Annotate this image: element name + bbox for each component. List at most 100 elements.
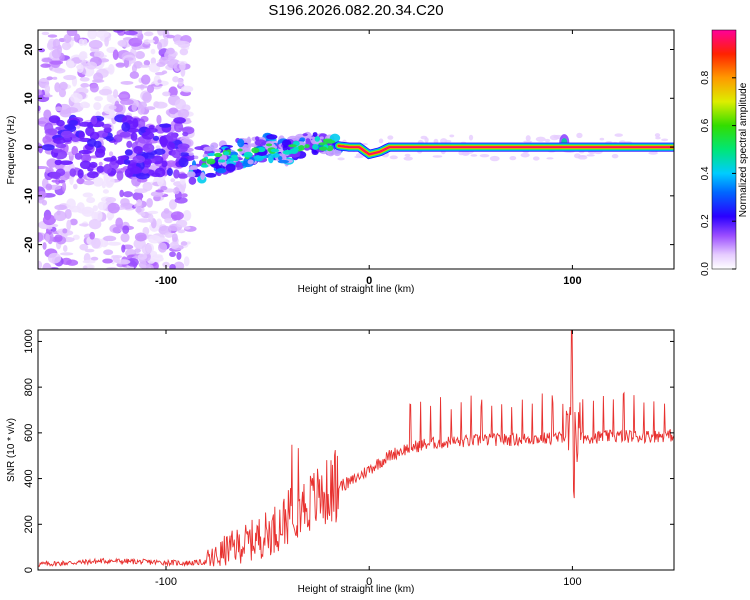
signal-blob — [78, 149, 92, 155]
noise-blob — [165, 34, 175, 39]
signal-blob — [299, 137, 306, 143]
noise-blob — [52, 76, 58, 80]
noise-blob — [145, 106, 156, 111]
noise-blob — [58, 88, 67, 98]
signal-blob — [212, 148, 222, 153]
spectrogram-xlabel: Height of straight line (km) — [298, 284, 415, 295]
snr-ytick-label: 1000 — [23, 329, 35, 353]
signal-blob — [52, 148, 63, 153]
signal-blob — [159, 123, 172, 128]
noise-blob — [103, 249, 114, 256]
noise-blob — [123, 30, 138, 36]
noise-blob — [101, 114, 115, 119]
noise-blob — [95, 30, 109, 39]
noise-blob — [142, 226, 150, 236]
noise-blob — [145, 264, 154, 269]
signal-blob — [312, 132, 318, 138]
signal-blob — [237, 138, 245, 148]
noise-blob — [157, 242, 168, 253]
signal-blob — [173, 117, 186, 124]
spectrogram-ytick-label: 10 — [23, 92, 35, 104]
noise-blob — [82, 192, 94, 198]
signal-blob — [87, 138, 97, 147]
colorbar-label: Normalized spectral amplitude — [738, 82, 749, 217]
signal-blob — [166, 167, 173, 177]
noise-blob — [134, 248, 141, 254]
noise-blob — [148, 213, 154, 223]
noise-blob — [150, 48, 156, 55]
snr-ytick-label: 200 — [23, 515, 35, 533]
signal-blob — [254, 139, 267, 147]
noise-blob — [85, 61, 98, 70]
halo-blob — [432, 155, 443, 158]
noise-blob — [131, 102, 137, 112]
spectrogram-frame — [37, 29, 675, 270]
signal-blob — [166, 132, 178, 142]
noise-blob — [44, 84, 51, 94]
signal-blob — [56, 119, 65, 127]
noise-blob — [148, 234, 161, 244]
halo-blob — [509, 155, 517, 161]
noise-blob — [172, 187, 180, 195]
noise-blob — [66, 60, 75, 69]
noise-blob — [84, 248, 95, 253]
noise-blob — [160, 209, 173, 220]
spectrogram-blobs — [38, 30, 672, 269]
signal-blob — [277, 159, 290, 164]
signal-blob — [89, 161, 98, 168]
noise-blob — [140, 74, 151, 85]
noise-blob — [76, 177, 85, 185]
signal-blob — [153, 148, 166, 155]
signal-blob — [173, 169, 180, 179]
noise-blob — [104, 35, 109, 47]
noise-blob — [69, 174, 74, 186]
noise-blob — [111, 254, 123, 259]
noise-blob — [97, 201, 107, 211]
noise-blob — [156, 114, 162, 125]
ridge-band-6 — [338, 145, 674, 155]
noise-blob — [66, 219, 72, 231]
noise-blob — [165, 47, 175, 55]
noise-blob — [143, 31, 154, 37]
noise-blob — [172, 76, 179, 83]
signal-blob — [60, 130, 74, 139]
noise-blob — [94, 96, 104, 102]
noise-blob — [61, 257, 72, 265]
noise-blob — [177, 78, 184, 87]
noise-blob — [45, 233, 50, 243]
signal-blob — [132, 118, 139, 128]
signal-core — [270, 148, 280, 153]
signal-blob — [205, 172, 217, 178]
signal-blob — [53, 137, 66, 145]
noise-blob — [49, 60, 64, 65]
noise-blob — [39, 78, 50, 82]
noise-blob — [42, 262, 52, 269]
signal-blob — [121, 122, 131, 132]
halo-blob — [458, 150, 464, 156]
noise-blob — [160, 185, 168, 191]
noise-blob — [83, 180, 95, 186]
noise-blob — [179, 48, 189, 56]
noise-blob — [66, 198, 76, 210]
halo-blob — [546, 157, 554, 160]
noise-blob — [66, 30, 78, 37]
noise-blob — [173, 261, 185, 269]
noise-blob — [106, 93, 113, 103]
noise-blob — [43, 109, 52, 120]
noise-blob — [44, 122, 54, 134]
noise-blob — [177, 108, 190, 119]
signal-blob — [55, 143, 67, 149]
signal-blob — [152, 135, 160, 141]
noise-blob — [154, 72, 165, 76]
snr-xlabel: Height of straight line (km) — [298, 584, 415, 595]
noise-blob — [65, 107, 79, 114]
noise-blob — [162, 261, 170, 268]
noise-blob — [176, 251, 182, 260]
spectrogram-ridge — [334, 141, 674, 160]
noise-blob — [41, 57, 53, 63]
halo-blob — [523, 140, 533, 143]
halo-blob — [611, 153, 619, 159]
noise-blob — [70, 92, 83, 104]
noise-blob — [78, 223, 89, 227]
